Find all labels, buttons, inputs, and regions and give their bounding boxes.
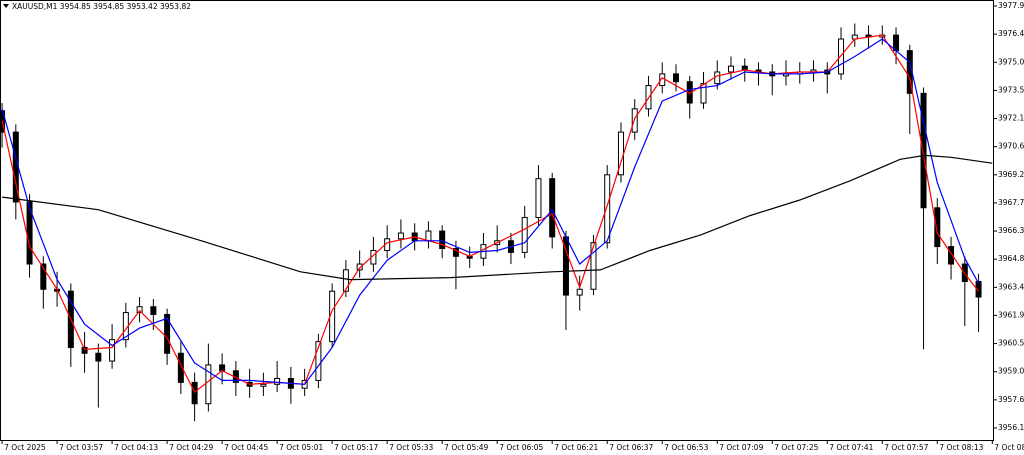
y-tick-label: 3960.50 [998, 339, 1024, 348]
x-tick-label: 7 Oct 08:29 [994, 443, 1024, 452]
candle-body [590, 242, 597, 290]
candle-body [356, 263, 363, 271]
candle-body [177, 352, 184, 383]
y-tick-label: 3975.00 [998, 57, 1024, 66]
y-tick-label: 3964.85 [998, 254, 1024, 263]
x-tick-label: 7 Oct 06:53 [664, 443, 708, 452]
x-tick-label: 7 Oct 08:13 [939, 443, 983, 452]
candle-body [920, 92, 927, 209]
y-tick-label: 3976.45 [998, 29, 1024, 38]
y-tick-label: 3966.30 [998, 226, 1024, 235]
y-tick-label: 3970.65 [998, 142, 1024, 151]
candle-body [452, 248, 459, 257]
candle-body [727, 65, 734, 73]
candle-body [576, 288, 583, 296]
x-tick-label: 7 Oct 07:25 [774, 443, 818, 452]
candle-body [109, 339, 116, 362]
moving-average-line [2, 154, 993, 281]
candle-body [260, 383, 267, 387]
x-tick-label: 7 Oct 06:37 [609, 443, 653, 452]
candle-body [40, 263, 47, 290]
x-tick-label: 7 Oct 07:41 [829, 443, 873, 452]
x-tick-label: 7 Oct 05:17 [334, 443, 378, 452]
candle-body [934, 207, 941, 248]
moving-average-line [1, 38, 980, 385]
candle-body [535, 178, 542, 218]
candle-body [191, 381, 198, 405]
candle-body [81, 346, 88, 354]
candle-body [205, 364, 212, 405]
symbol-menu-arrow[interactable] [3, 4, 9, 8]
y-tick-label: 3977.90 [998, 1, 1024, 10]
candle-body [136, 306, 143, 314]
x-tick-label: 7 Oct 04:13 [114, 443, 158, 452]
candle-body [425, 230, 432, 242]
y-tick-label: 3967.75 [998, 198, 1024, 207]
x-tick-label: 7 Oct 03:57 [59, 443, 103, 452]
candle-body [439, 230, 446, 250]
candle-body [521, 216, 528, 253]
x-tick-label: 7 Oct 06:05 [499, 443, 543, 452]
candle-body [315, 341, 322, 381]
y-tick-label: 3973.55 [998, 85, 1024, 94]
x-tick-label: 7 Oct 05:49 [444, 443, 488, 452]
x-tick-label: 7 Oct 04:29 [169, 443, 213, 452]
candle-body [219, 364, 226, 372]
x-tick-label: 7 Oct 05:01 [279, 443, 323, 452]
x-tick-label: 7 Oct 06:21 [554, 443, 598, 452]
candle-body [672, 73, 679, 83]
candle-body [549, 178, 556, 238]
candle-body [604, 174, 611, 244]
y-tick-label: 3963.40 [998, 282, 1024, 291]
x-tick-label: 7 Oct 07:57 [884, 443, 928, 452]
y-tick-label: 3957.60 [998, 395, 1024, 404]
candle-body [150, 306, 157, 315]
y-tick-label: 3969.20 [998, 170, 1024, 179]
x-tick-label: 7 Oct 05:33 [389, 443, 433, 452]
candle-body [274, 378, 281, 385]
y-tick-label: 3972.10 [998, 114, 1024, 123]
candle-body [714, 71, 721, 85]
candle-body [975, 280, 982, 298]
x-tick-label: 7 Oct 04:45 [224, 443, 268, 452]
y-tick-label: 3961.95 [998, 310, 1024, 319]
candle-body [342, 269, 349, 292]
candle-body [397, 232, 404, 240]
y-tick-label: 3956.15 [998, 423, 1024, 432]
candle-body [95, 352, 102, 362]
candle-body [631, 108, 638, 133]
candle-body [948, 246, 955, 265]
candle-body [164, 313, 171, 354]
chart-title: XAUUSD,M1 3954.85 3954.85 3953.42 3953.8… [12, 2, 191, 11]
y-tick-label: 3959.05 [998, 367, 1024, 376]
candle-body [893, 34, 900, 52]
x-tick-label: 7 Oct 2025 [4, 443, 46, 452]
candle-body [700, 83, 707, 104]
x-tick-label: 7 Oct 07:09 [719, 443, 763, 452]
